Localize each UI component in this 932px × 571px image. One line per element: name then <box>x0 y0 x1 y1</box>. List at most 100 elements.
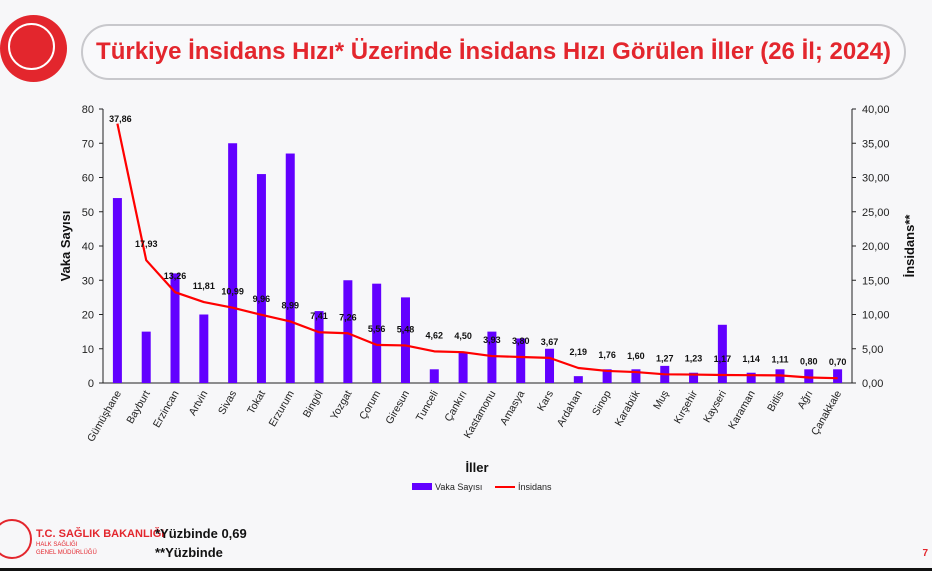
y2-tick-label: 25,00 <box>862 207 890 219</box>
legend-bar-label: Vaka Sayısı <box>435 482 482 492</box>
x-tick-label: Bayburt <box>124 388 153 425</box>
bar-karabük <box>631 369 641 383</box>
incidence-label: 5,56 <box>368 324 386 334</box>
bar-yozgat <box>343 280 353 383</box>
y2-tick-label: 20,00 <box>862 241 890 253</box>
bar-tokat <box>256 174 266 383</box>
footnote-1: *Yüzbinde 0,69 <box>155 526 247 541</box>
bar-çorum <box>372 283 382 383</box>
bar-amasya <box>516 338 526 383</box>
y-axis-title: Vaka Sayısı <box>58 211 73 282</box>
y2-tick-label: 5,00 <box>862 344 883 356</box>
x-tick-label: Çankırı <box>442 389 469 424</box>
incidence-label: 7,41 <box>310 311 328 321</box>
bar-çankırı <box>458 352 468 383</box>
x-tick-label: Ağrı <box>795 389 815 412</box>
y-tick-label: 80 <box>82 104 94 116</box>
bar-kastamonu <box>487 331 497 383</box>
y-tick-label: 0 <box>88 378 94 390</box>
bar-gümüşhane <box>112 198 122 383</box>
x-tick-label: Kırşehir <box>672 388 701 426</box>
incidence-label: 3,67 <box>541 337 559 347</box>
y-tick-label: 40 <box>82 241 94 253</box>
incidence-label: 13,26 <box>164 271 187 281</box>
bar-kayseri <box>717 324 727 383</box>
incidence-label: 1,76 <box>598 350 616 360</box>
incidence-label: 0,70 <box>829 357 847 367</box>
incidence-label: 2,19 <box>570 347 588 357</box>
x-tick-label: Bitlis <box>765 389 786 414</box>
bar-sinop <box>602 369 612 383</box>
incidence-label: 17,93 <box>135 239 158 249</box>
x-tick-label: Gümüşhane <box>85 388 124 444</box>
incidence-label: 7,26 <box>339 312 357 322</box>
y2-axis-title: İnsidans** <box>902 214 917 278</box>
x-tick-label: Amasya <box>498 388 527 427</box>
y2-tick-label: 35,00 <box>862 138 890 150</box>
page-number: 7 <box>922 548 928 559</box>
bottom-bar <box>0 568 932 571</box>
dept-name: HALK SAĞLIĞI GENEL MÜDÜRLÜĞÜ <box>36 541 97 557</box>
incidence-label: 4,50 <box>454 331 472 341</box>
dept-line1: HALK SAĞLIĞI <box>36 542 78 548</box>
incidence-label: 1,27 <box>656 353 674 363</box>
bar-kars <box>545 348 555 383</box>
x-tick-label: Muş <box>651 389 671 412</box>
x-tick-label: Giresun <box>383 388 412 426</box>
incidence-label: 1,60 <box>627 351 645 361</box>
x-tick-label: Çorum <box>357 388 383 422</box>
bar-tunceli <box>429 369 439 383</box>
bar-ardahan <box>573 376 583 383</box>
y2-tick-label: 10,00 <box>862 310 890 322</box>
legend-bar-swatch <box>412 483 432 490</box>
y-tick-label: 10 <box>82 344 94 356</box>
y2-tick-label: 0,00 <box>862 378 883 390</box>
incidence-label: 37,86 <box>109 114 132 124</box>
footer-logo <box>0 519 32 559</box>
bar-bayburt <box>141 331 151 383</box>
bar-sivas <box>228 143 238 383</box>
dept-line2: GENEL MÜDÜRLÜĞÜ <box>36 550 97 556</box>
x-tick-label: Tokat <box>245 388 268 416</box>
x-axis-title: İller <box>465 460 488 475</box>
y2-tick-label: 40,00 <box>862 104 890 116</box>
incidence-label: 10,99 <box>221 287 244 297</box>
x-tick-label: Erzincan <box>151 388 182 430</box>
incidence-label: 1,11 <box>771 354 788 364</box>
y-tick-label: 70 <box>82 138 94 150</box>
chart: 0 10 20 30 40 50 60 70 80 0,00 5,00 10,00 15,00 20,00… <box>58 104 917 492</box>
y2-tick-label: 30,00 <box>862 173 890 185</box>
incidence-label: 8,99 <box>281 300 299 310</box>
bar-çanakkale <box>833 369 843 383</box>
bar-karaman <box>746 372 756 383</box>
incidence-label: 1,14 <box>742 354 760 364</box>
y2-tick-label: 15,00 <box>862 275 890 287</box>
ministry-logo <box>0 15 67 82</box>
bar-erzincan <box>170 273 180 383</box>
y-tick-label: 30 <box>82 275 94 287</box>
y-tick-label: 20 <box>82 310 94 322</box>
footnote-2: **Yüzbinde <box>155 545 223 560</box>
legend-line-label: İnsidans <box>518 482 552 492</box>
x-tick-label: Yozgat <box>328 388 354 422</box>
page-title: Türkiye İnsidans Hızı* Üzerinde İnsidans… <box>96 38 891 65</box>
y-tick-label: 50 <box>82 207 94 219</box>
bar-bingöl <box>314 311 324 383</box>
x-tick-label: Ardahan <box>555 388 585 429</box>
bar-artvin <box>199 314 209 383</box>
x-tick-label: Kars <box>535 389 556 414</box>
x-tick-label: Sivas <box>216 389 239 417</box>
incidence-label: 4,62 <box>426 330 444 340</box>
x-tick-label: Karabük <box>613 388 643 429</box>
title-box: Türkiye İnsidans Hızı* Üzerinde İnsidans… <box>81 24 906 80</box>
incidence-label: 3,93 <box>483 335 501 345</box>
incidence-line <box>116 123 838 380</box>
y-tick-label: 60 <box>82 173 94 185</box>
incidence-label: 1,17 <box>714 354 732 364</box>
bar-giresun <box>400 297 410 383</box>
x-tick-label: Sinop <box>590 388 614 417</box>
incidence-label: 9,96 <box>253 294 271 304</box>
org-name: T.C. SAĞLIK BAKANLIĞI <box>36 528 165 540</box>
bar-kırşehir <box>689 372 699 383</box>
incidence-label: 3,80 <box>512 336 530 346</box>
